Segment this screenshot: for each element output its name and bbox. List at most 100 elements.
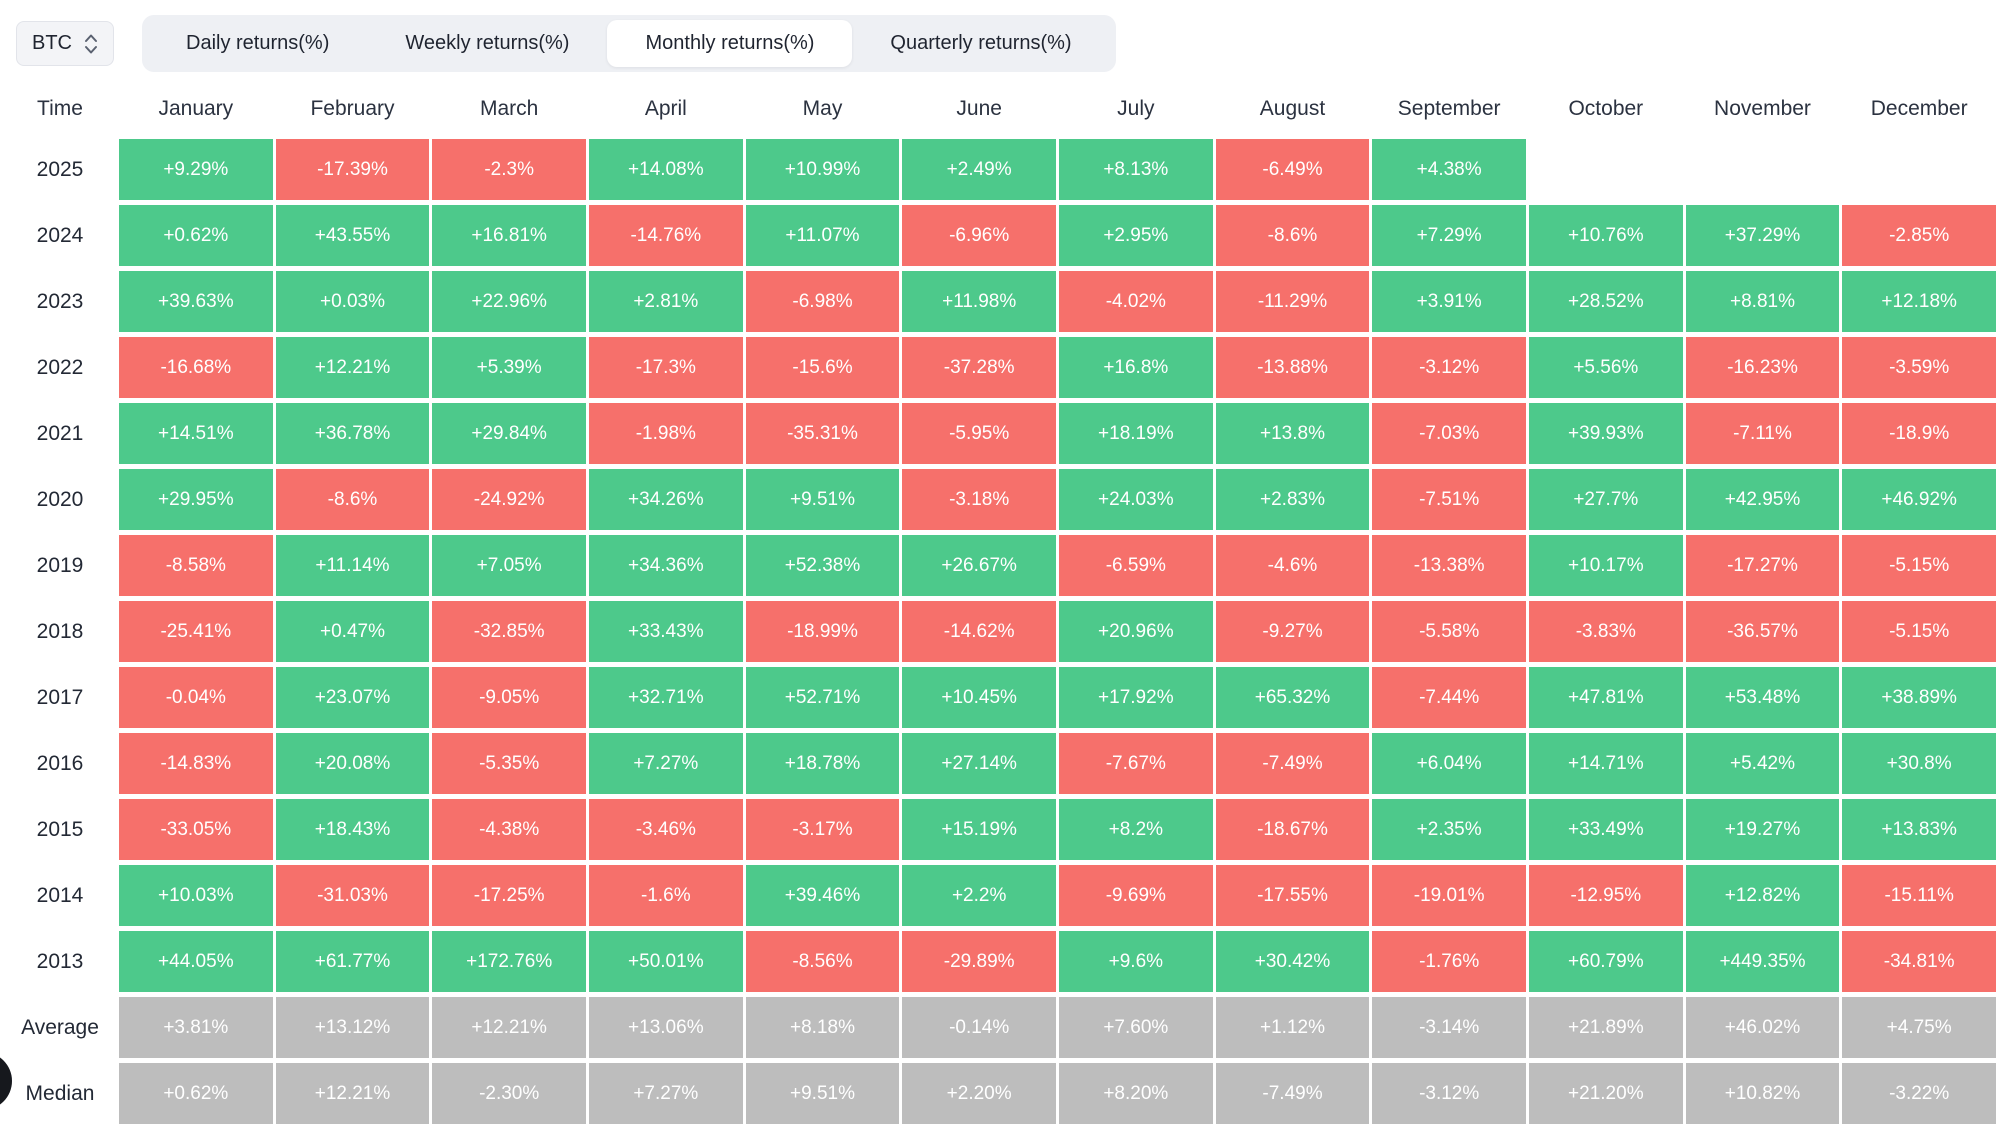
- month-header-august: August: [1259, 97, 1326, 120]
- toolbar: BTC Daily returns(%) Weekly returns(%) Mon…: [0, 0, 2000, 80]
- return-cell: +8.13%: [1059, 139, 1213, 200]
- monthly-returns-table: Time January February March April May June July…: [4, 84, 1996, 1124]
- return-cell: +42.95%: [1685, 469, 1840, 530]
- return-cell: +13.06%: [589, 997, 743, 1058]
- return-cell: +14.51%: [119, 403, 273, 464]
- return-cell: +38.89%: [1842, 667, 1996, 728]
- return-cell: -17.27%: [1685, 535, 1840, 596]
- row-label-2021: 2021: [36, 421, 84, 445]
- return-cell: -9.69%: [1059, 865, 1213, 926]
- return-cell: +26.67%: [902, 535, 1056, 596]
- row-label-2022: 2022: [36, 355, 84, 379]
- return-cell: +3.91%: [1372, 271, 1526, 332]
- return-cell: -35.31%: [745, 403, 900, 464]
- return-cell: +5.42%: [1685, 733, 1840, 794]
- return-cell: -3.46%: [589, 799, 743, 860]
- return-cell: +10.17%: [1529, 535, 1683, 596]
- return-cell: +10.99%: [745, 139, 900, 200]
- return-cell: -9.27%: [1215, 601, 1370, 662]
- updown-chevron-icon: [85, 34, 97, 53]
- return-cell: [1686, 139, 1840, 200]
- return-cell: +27.14%: [902, 733, 1056, 794]
- return-cell: +39.63%: [119, 271, 273, 332]
- symbol-select[interactable]: BTC: [16, 21, 114, 66]
- row-label-average: Average: [21, 1015, 99, 1039]
- row-label-2016: 2016: [36, 751, 84, 775]
- return-cell: -33.05%: [119, 799, 273, 860]
- return-cell: +20.08%: [275, 733, 430, 794]
- return-cell: -8.6%: [1215, 205, 1370, 266]
- tab-weekly-returns[interactable]: Weekly returns(%): [367, 20, 607, 67]
- return-cell: +46.02%: [1685, 997, 1840, 1058]
- month-header-september: September: [1397, 97, 1501, 120]
- month-header-march: March: [479, 97, 539, 120]
- return-cell: -14.83%: [119, 733, 273, 794]
- return-cell: -5.58%: [1372, 601, 1526, 662]
- tab-daily-returns[interactable]: Daily returns(%): [148, 20, 367, 67]
- return-cell: +172.76%: [432, 931, 586, 992]
- return-cell: -7.11%: [1685, 403, 1840, 464]
- return-cell: -25.41%: [119, 601, 273, 662]
- return-cell: +1.12%: [1215, 997, 1370, 1058]
- return-cell: -15.11%: [1842, 865, 1996, 926]
- return-cell: +27.7%: [1529, 469, 1683, 530]
- return-cell: +8.2%: [1059, 799, 1213, 860]
- return-cell: +7.60%: [1059, 997, 1213, 1058]
- return-cell: +17.92%: [1059, 667, 1213, 728]
- return-cell: +9.29%: [119, 139, 273, 200]
- return-cell: -1.98%: [589, 403, 743, 464]
- return-cell: +60.79%: [1529, 931, 1683, 992]
- return-cell: -5.95%: [902, 403, 1056, 464]
- return-cell: +9.51%: [745, 469, 900, 530]
- return-cell: +13.83%: [1842, 799, 1996, 860]
- return-cell: -16.68%: [119, 337, 273, 398]
- return-cell: +12.82%: [1685, 865, 1840, 926]
- return-cell: -11.29%: [1215, 271, 1370, 332]
- return-cell: -3.14%: [1372, 997, 1526, 1058]
- return-cell: -6.96%: [902, 205, 1056, 266]
- return-cell: +7.05%: [432, 535, 586, 596]
- return-cell: +0.62%: [119, 1063, 273, 1124]
- return-cell: +12.21%: [432, 997, 586, 1058]
- return-cell: -3.22%: [1842, 1063, 1996, 1124]
- return-cell: +65.32%: [1215, 667, 1370, 728]
- return-cell: -32.85%: [432, 601, 586, 662]
- return-cell: -14.62%: [902, 601, 1056, 662]
- row-label-2015: 2015: [36, 817, 84, 841]
- return-cell: -8.58%: [119, 535, 273, 596]
- return-cell: +32.71%: [589, 667, 743, 728]
- returns-period-tabs: Daily returns(%) Weekly returns(%) Monthly…: [142, 15, 1116, 72]
- return-cell: +29.95%: [119, 469, 273, 530]
- return-cell: -12.95%: [1529, 865, 1683, 926]
- tab-monthly-returns[interactable]: Monthly returns(%): [607, 20, 853, 67]
- return-cell: -13.88%: [1215, 337, 1370, 398]
- return-cell: +53.48%: [1685, 667, 1840, 728]
- row-label-2018: 2018: [36, 619, 84, 643]
- return-cell: +6.04%: [1372, 733, 1526, 794]
- return-cell: +7.27%: [589, 733, 743, 794]
- return-cell: -17.3%: [589, 337, 743, 398]
- month-header-october: October: [1568, 97, 1644, 120]
- row-label-2024: 2024: [36, 223, 84, 247]
- return-cell: +5.39%: [432, 337, 586, 398]
- return-cell: -3.12%: [1372, 1063, 1526, 1124]
- return-cell: -2.30%: [432, 1063, 586, 1124]
- month-header-january: January: [158, 97, 234, 120]
- return-cell: -17.39%: [275, 139, 430, 200]
- return-cell: -4.38%: [432, 799, 586, 860]
- return-cell: +33.43%: [589, 601, 743, 662]
- tab-quarterly-returns[interactable]: Quarterly returns(%): [852, 20, 1109, 67]
- return-cell: -6.98%: [745, 271, 900, 332]
- return-cell: +2.83%: [1215, 469, 1370, 530]
- return-cell: -9.05%: [432, 667, 586, 728]
- row-label-median: Median: [25, 1081, 95, 1105]
- return-cell: -1.76%: [1372, 931, 1526, 992]
- symbol-select-value: BTC: [32, 32, 72, 54]
- row-label-2023: 2023: [36, 289, 84, 313]
- return-cell: +20.96%: [1059, 601, 1213, 662]
- return-cell: -19.01%: [1372, 865, 1526, 926]
- return-cell: -1.6%: [589, 865, 743, 926]
- return-cell: -7.44%: [1372, 667, 1526, 728]
- return-cell: +13.12%: [275, 997, 430, 1058]
- return-cell: +30.42%: [1215, 931, 1370, 992]
